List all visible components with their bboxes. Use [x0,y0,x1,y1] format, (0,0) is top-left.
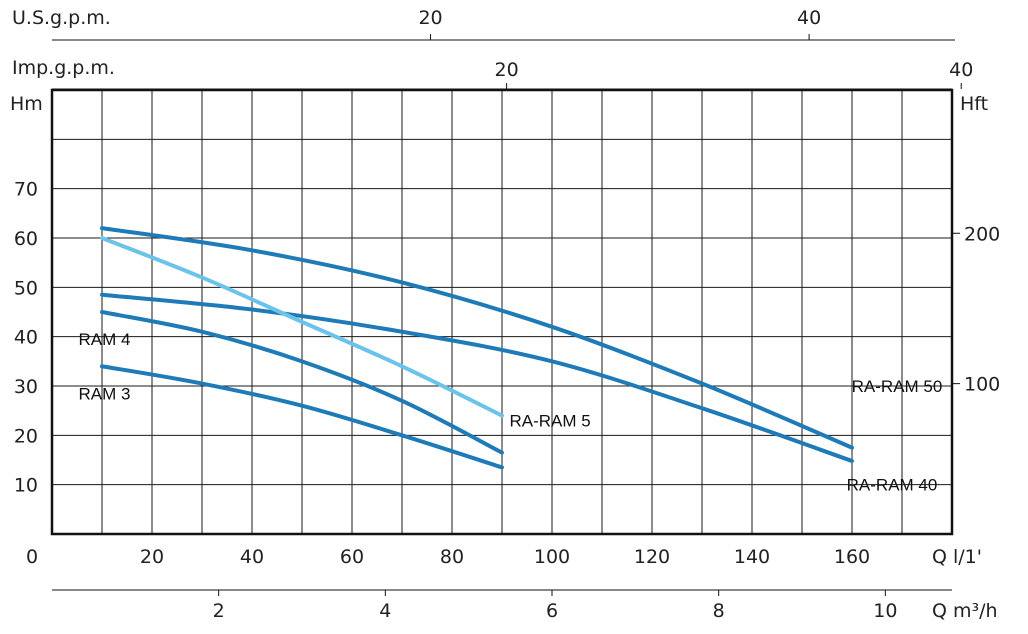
grid [52,90,952,534]
m3h-unit-label: Q m³/h [932,600,998,622]
left-y-tick-label: 50 [14,277,38,299]
x-tick-label: 60 [340,546,364,568]
x-tick-label: 80 [440,546,464,568]
usgpm-tick-label: 20 [418,7,442,29]
right-y-unit-label: Hft [960,93,988,115]
curves [100,226,854,470]
series-label-ram-4: RAM 4 [79,330,131,349]
series-label-ra-ram-50: RA-RAM 50 [852,377,943,396]
left-y-tick-label: 60 [14,228,38,250]
left-y-tick-label: 30 [14,376,38,398]
curve-ra-ram-40 [100,292,854,463]
usgpm-tick-label: 40 [797,7,821,29]
series-label-ra-ram-40: RA-RAM 40 [847,476,938,495]
right-y-tick-label: 200 [964,223,1000,245]
m3h-tick-label: 8 [713,600,725,622]
x-unit-label: Q l/1' [932,546,982,568]
curve-ra-ram-50 [100,226,854,450]
impgpm-unit-label: Imp.g.p.m. [12,57,115,79]
impgpm-tick-label: 40 [949,59,973,81]
curve-ram-3 [100,364,504,470]
left-y-unit-label: Hm [10,93,43,115]
left-y-tick-label: 20 [14,425,38,447]
left-y-tick-label: 40 [14,327,38,349]
left-y-tick-label: 70 [14,179,38,201]
curve-ram-4 [100,310,504,455]
m3h-tick-label: 4 [379,600,391,622]
impgpm-tick-label: 20 [495,59,519,81]
right-y-tick-label: 100 [964,374,1000,396]
x-tick-label: 0 [26,546,38,568]
m3h-tick-label: 2 [213,600,225,622]
x-tick-label: 160 [834,546,870,568]
x-tick-label: 20 [140,546,164,568]
m3h-tick-label: 10 [873,600,897,622]
series-labels: RA-RAM 50 RA-RAM 40 RA-RAM 5 RAM 4 RAM 3 [79,330,943,495]
x-tick-label: 100 [534,546,570,568]
left-y-tick-label: 10 [14,475,38,497]
series-label-ram-3: RAM 3 [79,384,131,403]
m3h-tick-label: 6 [546,600,558,622]
plot-frame [50,88,954,536]
usgpm-unit-label: U.S.g.p.m. [12,7,111,29]
x-tick-label: 120 [634,546,670,568]
curve-ra-ram-5 [100,236,504,418]
x-tick-label: 40 [240,546,264,568]
x-tick-label: 140 [734,546,770,568]
tick-labels: 0 20 40 60 80 100 120 140 160 10 20 30 40 50 60 70 2 4 6 8 1… [14,7,1000,622]
series-label-ra-ram-5: RA-RAM 5 [510,412,591,431]
